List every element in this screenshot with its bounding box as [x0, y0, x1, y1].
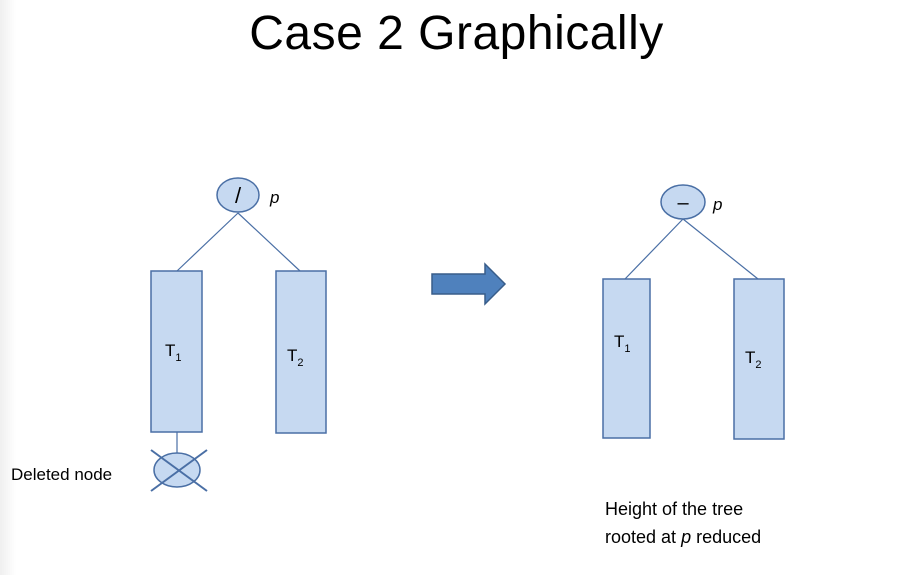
after-subtree-t2-label: T2 [745, 348, 762, 371]
before-subtree-t2-label: T2 [287, 346, 304, 369]
after-root-node [660, 184, 706, 220]
after-caption-line2: rooted at p reduced [605, 527, 761, 547]
before-tree: / p T1 T2 Deleted node [11, 177, 327, 492]
after-tree: – p T1 T2 Height of the tree rooted at p… [602, 184, 785, 547]
deleted-node-cross-b [150, 449, 208, 492]
after-root-symbol: – [677, 192, 689, 214]
deleted-node-label: Deleted node [11, 465, 112, 484]
after-edge-right [682, 218, 759, 280]
before-subtree-t1 [150, 270, 203, 433]
slide-title: Case 2 Graphically [249, 7, 664, 60]
before-subtree-t2 [275, 270, 327, 434]
before-edge-left [176, 212, 239, 272]
before-root-label: p [269, 188, 279, 207]
before-root-symbol: / [235, 183, 242, 208]
after-subtree-t1 [602, 278, 651, 439]
before-subtree-t1-label: T1 [165, 341, 182, 364]
right-arrow-icon [431, 262, 507, 306]
slide-edge-shadow [0, 0, 16, 575]
after-subtree-t1-label: T1 [614, 332, 631, 355]
before-edge-right [237, 212, 301, 272]
after-caption-line1: Height of the tree [605, 499, 743, 519]
after-edge-left [624, 218, 684, 280]
after-root-label: p [712, 195, 722, 214]
after-subtree-t2 [733, 278, 785, 440]
before-root-node [216, 177, 260, 213]
